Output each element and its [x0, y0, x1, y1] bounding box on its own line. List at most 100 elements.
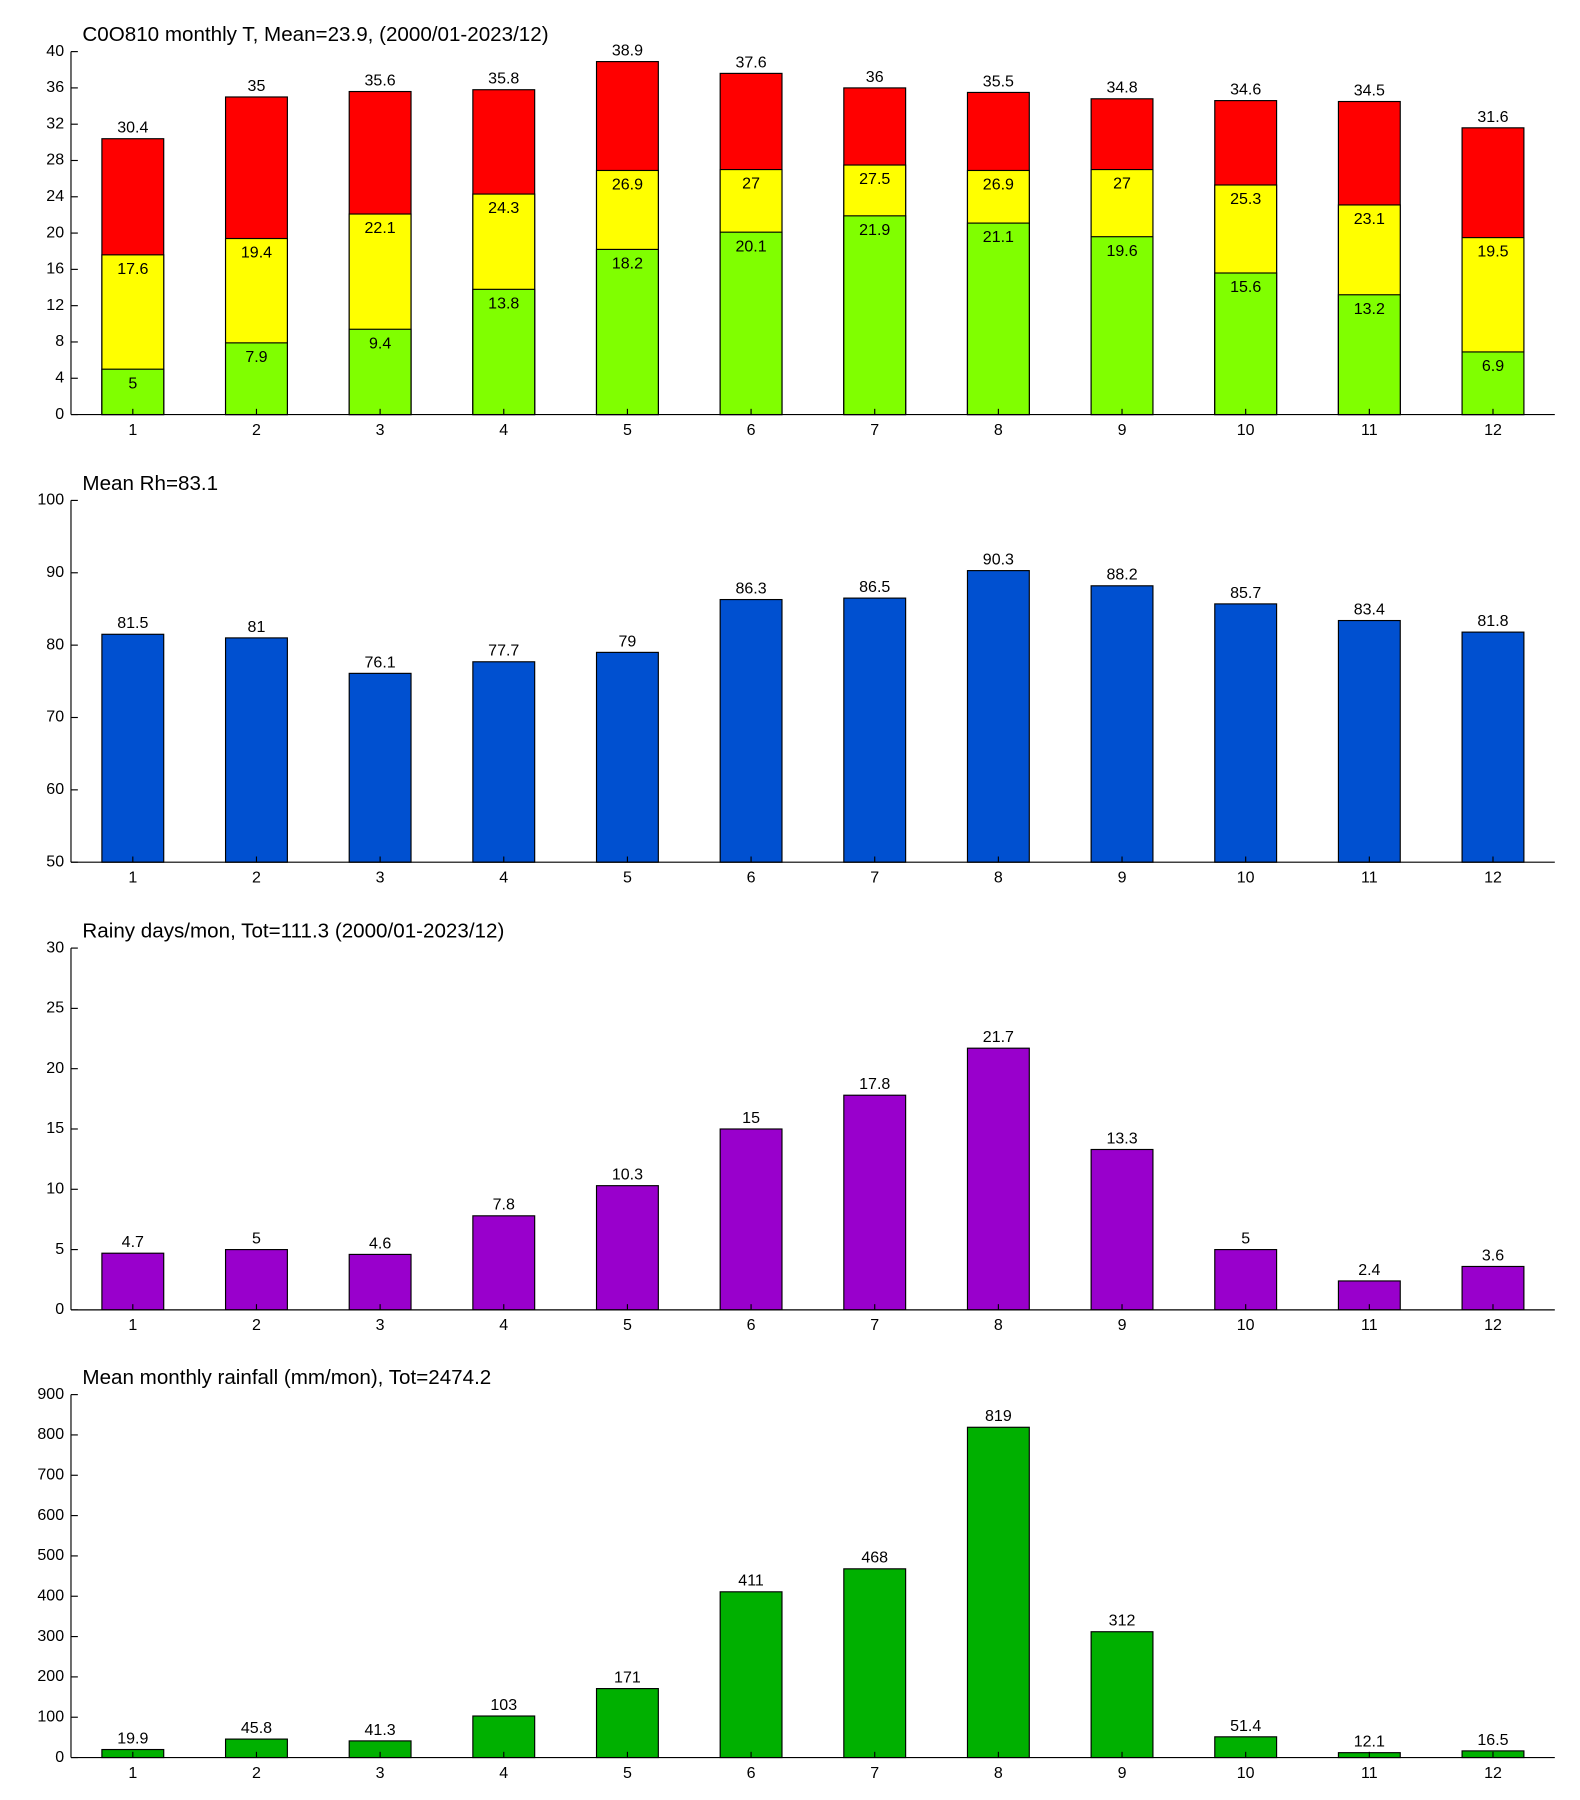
bar — [348, 1253, 412, 1311]
value-label: 26.9 — [983, 176, 1014, 194]
bar — [472, 1715, 536, 1759]
value-label: 10.3 — [612, 1166, 643, 1184]
bar — [595, 651, 659, 863]
x-tick-label: 6 — [747, 1764, 756, 1782]
value-label: 45.8 — [241, 1719, 272, 1737]
x-tick-label: 6 — [747, 868, 756, 886]
bar — [719, 1128, 783, 1311]
x-tick-label: 11 — [1361, 1764, 1378, 1782]
y-tick-label: 0 — [55, 405, 64, 423]
y-tick-label: 0 — [55, 1300, 64, 1318]
x-tick-label: 5 — [623, 868, 632, 886]
x-tick-label: 11 — [1361, 868, 1378, 886]
value-label: 13.2 — [1354, 300, 1385, 318]
value-label: 35.5 — [983, 72, 1014, 90]
bar — [1090, 1148, 1154, 1311]
bar — [101, 633, 165, 863]
y-tick-label: 90 — [46, 563, 64, 581]
y-tick-label: 20 — [46, 223, 64, 241]
x-tick-label: 2 — [252, 1316, 261, 1334]
x-tick-label: 7 — [870, 421, 879, 439]
bar — [843, 597, 907, 863]
value-label: 34.8 — [1106, 79, 1137, 97]
value-label: 19.4 — [241, 244, 272, 262]
value-label: 26.9 — [612, 176, 643, 194]
value-label: 6.9 — [1482, 357, 1504, 375]
value-label: 51.4 — [1230, 1717, 1261, 1735]
y-tick-label: 30 — [46, 938, 64, 956]
value-label: 13.8 — [488, 294, 519, 312]
x-tick-label: 6 — [747, 421, 756, 439]
y-tick-label: 36 — [46, 78, 64, 96]
bar — [348, 328, 412, 416]
x-tick-label: 10 — [1237, 1316, 1255, 1334]
value-label: 37.6 — [735, 53, 766, 71]
value-label: 27 — [1113, 175, 1131, 193]
bar — [595, 1185, 659, 1311]
y-tick-label: 25 — [46, 999, 64, 1017]
x-tick-label: 11 — [1361, 1316, 1378, 1334]
x-tick-label: 5 — [623, 1316, 632, 1334]
value-label: 468 — [861, 1549, 888, 1567]
value-label: 31.6 — [1477, 108, 1508, 126]
x-tick-label: 5 — [623, 1764, 632, 1782]
value-label: 7.9 — [245, 348, 267, 366]
value-label: 35.6 — [365, 71, 396, 89]
y-tick-label: 400 — [37, 1586, 64, 1604]
value-label: 38.9 — [612, 42, 643, 60]
value-label: 27.5 — [859, 170, 890, 188]
y-tick-label: 300 — [37, 1627, 64, 1645]
value-label: 19.9 — [117, 1729, 148, 1747]
bar — [1461, 1265, 1525, 1311]
chart-title: Mean Rh=83.1 — [82, 472, 218, 495]
x-tick-label: 12 — [1484, 1764, 1502, 1782]
x-tick-label: 11 — [1361, 421, 1378, 439]
value-label: 34.6 — [1230, 81, 1261, 99]
x-tick-label: 7 — [870, 868, 879, 886]
value-label: 17.8 — [859, 1075, 890, 1093]
value-label: 86.3 — [735, 579, 766, 597]
value-label: 15 — [742, 1109, 760, 1127]
bar — [472, 288, 536, 416]
value-label: 21.7 — [983, 1028, 1014, 1046]
value-label: 21.1 — [983, 228, 1014, 246]
y-tick-label: 12 — [46, 296, 64, 314]
value-label: 19.6 — [1106, 242, 1137, 260]
y-tick-label: 0 — [55, 1748, 64, 1766]
y-tick-label: 200 — [37, 1667, 64, 1685]
value-label: 12.1 — [1354, 1733, 1385, 1751]
x-tick-label: 3 — [376, 868, 385, 886]
value-label: 79 — [619, 632, 637, 650]
x-tick-label: 12 — [1484, 421, 1502, 439]
bar — [1214, 272, 1278, 416]
y-tick-label: 20 — [46, 1059, 64, 1077]
value-label: 77.7 — [488, 642, 519, 660]
x-tick-label: 8 — [994, 421, 1003, 439]
x-tick-label: 9 — [1118, 1316, 1127, 1334]
bar — [1090, 585, 1154, 863]
value-label: 30.4 — [117, 119, 148, 137]
bar — [966, 1047, 1030, 1311]
value-label: 88.2 — [1106, 566, 1137, 584]
bar — [1461, 631, 1525, 863]
value-label: 85.7 — [1230, 584, 1261, 602]
bar — [843, 1094, 907, 1311]
bar — [595, 1688, 659, 1759]
y-tick-label: 800 — [37, 1425, 64, 1443]
x-tick-label: 1 — [128, 1764, 137, 1782]
bar — [472, 661, 536, 863]
x-tick-label: 4 — [499, 1316, 508, 1334]
x-tick-label: 7 — [870, 1764, 879, 1782]
bar — [101, 1252, 165, 1311]
value-label: 5 — [1241, 1230, 1250, 1248]
y-tick-label: 16 — [46, 260, 64, 278]
value-label: 24.3 — [488, 199, 519, 217]
bar — [1337, 619, 1401, 863]
value-label: 36 — [866, 68, 884, 86]
value-label: 103 — [490, 1696, 517, 1714]
value-label: 411 — [738, 1572, 764, 1590]
value-label: 15.6 — [1230, 278, 1261, 296]
value-label: 34.5 — [1354, 81, 1385, 99]
y-tick-label: 15 — [46, 1119, 64, 1137]
y-tick-label: 50 — [46, 852, 64, 870]
